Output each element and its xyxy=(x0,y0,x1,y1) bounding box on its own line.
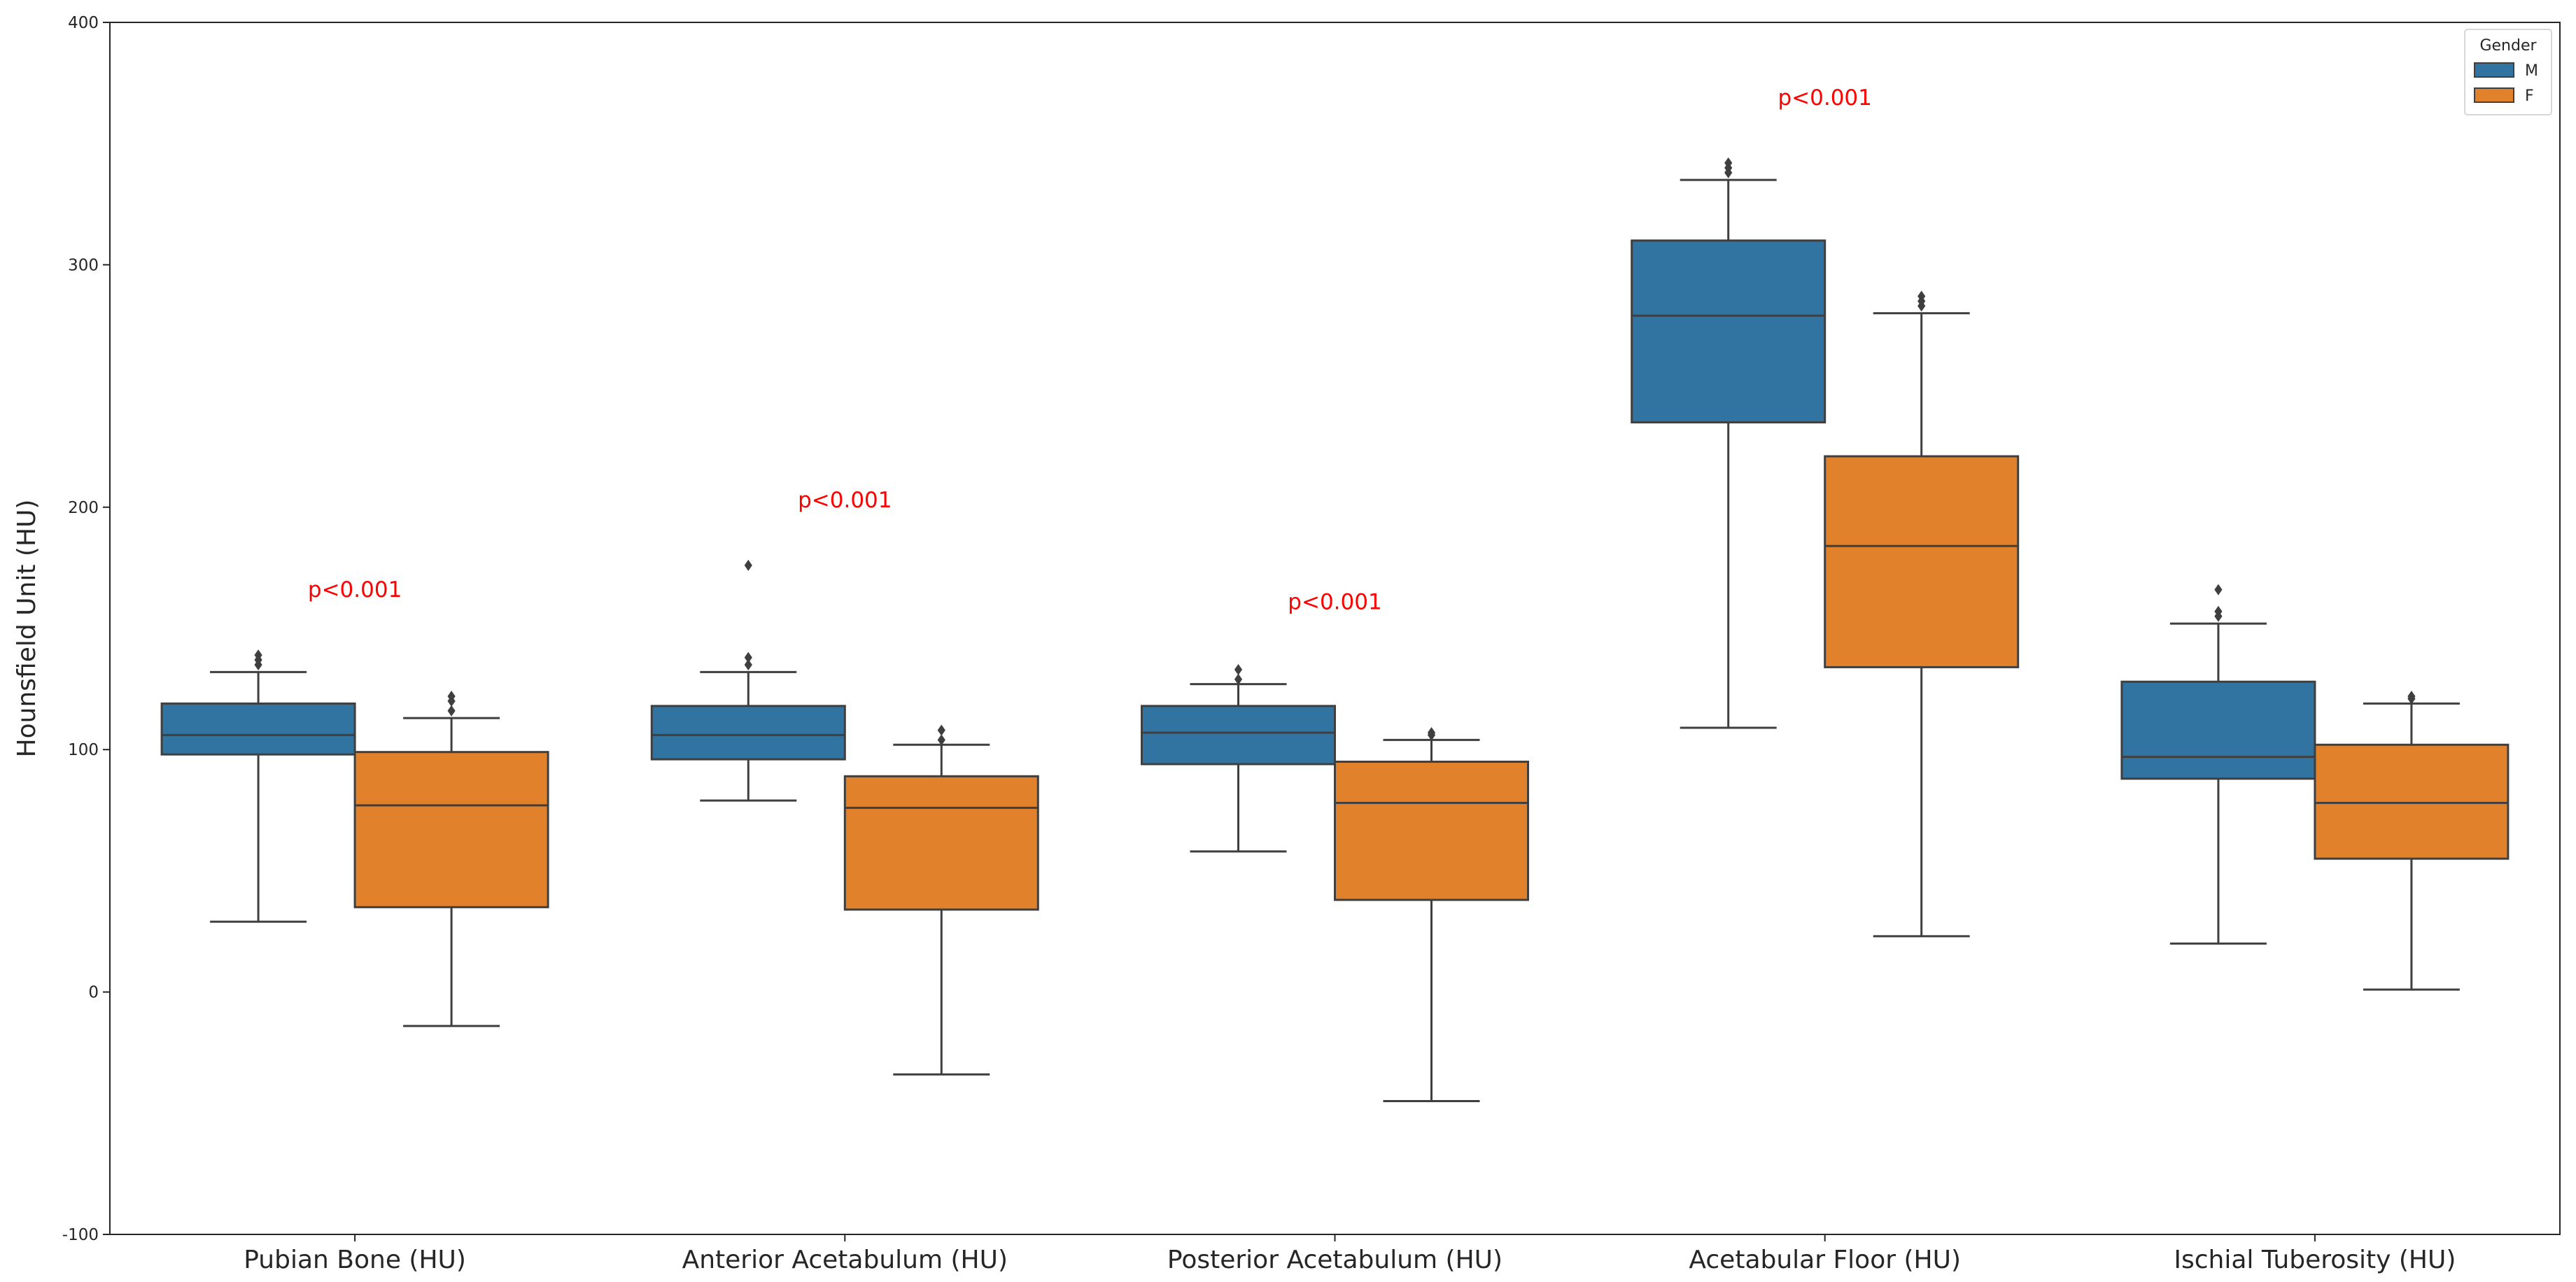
iqr-box xyxy=(1141,705,1336,766)
outlier-point xyxy=(447,690,456,702)
outlier-point xyxy=(744,559,752,571)
iqr-box xyxy=(2314,743,2510,860)
y-tick-label: 300 xyxy=(68,256,99,274)
outlier-point xyxy=(2214,605,2223,617)
outlier-point xyxy=(2214,584,2223,596)
x-tick-label: Pubian Bone (HU) xyxy=(244,1246,466,1274)
legend-swatch-m xyxy=(2474,62,2514,78)
legend-title: Gender xyxy=(2479,37,2537,55)
outlier-point xyxy=(744,651,752,663)
box-m-4 xyxy=(2120,584,2316,945)
outlier-point xyxy=(1234,663,1243,675)
box-f-4 xyxy=(2314,690,2510,991)
outlier-point xyxy=(937,734,945,746)
x-tick-label: Ischial Tuberosity (HU) xyxy=(2174,1246,2456,1274)
iqr-box xyxy=(353,751,549,908)
p-value-label: p<0.001 xyxy=(1778,85,1871,111)
outlier-point xyxy=(744,658,752,670)
outlier-point xyxy=(254,649,262,661)
outlier-point xyxy=(1427,726,1436,738)
y-tick-label: -100 xyxy=(62,1226,99,1244)
box-m-1 xyxy=(650,559,846,802)
box-f-2 xyxy=(1334,726,1529,1102)
box-layer xyxy=(160,157,2510,1102)
legend: Gender MF xyxy=(2464,29,2552,115)
y-tick-label: 400 xyxy=(68,14,99,32)
p-value-label: p<0.001 xyxy=(798,488,892,513)
x-tick-label: Anterior Acetabulum (HU) xyxy=(682,1246,1008,1274)
iqr-box xyxy=(160,702,356,756)
iqr-box xyxy=(650,705,846,761)
outlier-point xyxy=(1917,290,1926,302)
y-tick-label: 0 xyxy=(88,984,99,1002)
box-m-2 xyxy=(1141,663,1336,853)
annotation-layer: p<0.001 p<0.001 p<0.001 p<0.001 xyxy=(308,85,1872,615)
y-tick-label: 100 xyxy=(68,741,99,759)
y-axis-title: Hounsfield Unit (HU) xyxy=(13,500,41,758)
box-f-0 xyxy=(353,690,549,1027)
iqr-box xyxy=(1631,239,1827,424)
legend-swatch-f xyxy=(2474,87,2514,103)
iqr-box xyxy=(1824,455,2020,668)
box-m-3 xyxy=(1631,157,1827,729)
legend-label-f: F xyxy=(2525,87,2534,105)
outlier-point xyxy=(2407,690,2416,702)
outlier-point xyxy=(447,705,456,717)
p-value-label: p<0.001 xyxy=(308,577,402,603)
iqr-box xyxy=(1334,761,1529,901)
x-tick-label: Posterior Acetabulum (HU) xyxy=(1167,1246,1502,1274)
iqr-box xyxy=(2120,680,2316,780)
p-value-label: p<0.001 xyxy=(1288,589,1381,614)
axes-layer: -100 0 100 200 300 400 Pubian Bone (HU) Anterio… xyxy=(62,14,2456,1274)
outlier-point xyxy=(937,724,945,736)
box-f-3 xyxy=(1824,290,2020,938)
x-tick-label: Acetabular Floor (HU) xyxy=(1689,1246,1961,1274)
legend-label-m: M xyxy=(2525,62,2538,80)
outlier-point xyxy=(1724,157,1733,169)
iqr-box xyxy=(843,775,1039,911)
box-m-0 xyxy=(160,649,356,923)
y-tick-label: 200 xyxy=(68,499,99,517)
box-f-1 xyxy=(843,724,1039,1076)
outlier-point xyxy=(1234,673,1243,685)
